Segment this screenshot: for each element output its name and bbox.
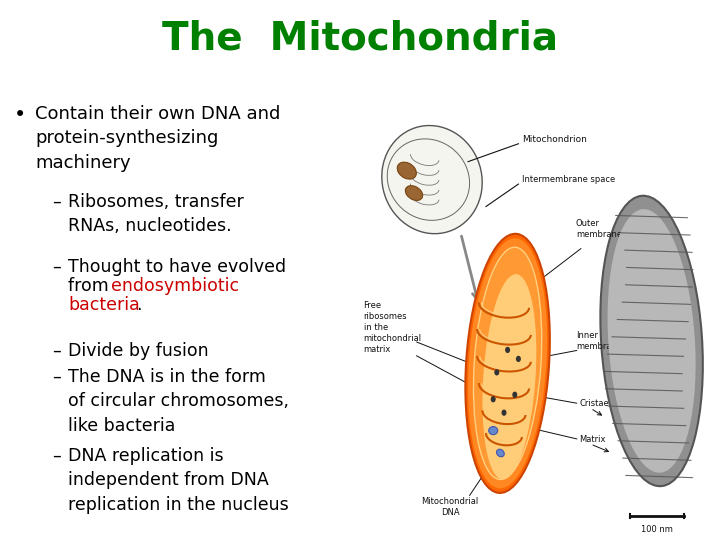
- Text: –: –: [52, 368, 60, 386]
- Text: Matrix: Matrix: [580, 435, 606, 444]
- Text: •: •: [14, 105, 26, 125]
- Ellipse shape: [382, 125, 482, 234]
- Ellipse shape: [474, 247, 541, 480]
- Text: The DNA is in the form
of circular chromosomes,
like bacteria: The DNA is in the form of circular chrom…: [68, 368, 289, 435]
- Text: Contain their own DNA and
protein-synthesizing
machinery: Contain their own DNA and protein-synthe…: [35, 105, 280, 172]
- Text: The  Mitochondria: The Mitochondria: [162, 19, 558, 57]
- Ellipse shape: [465, 234, 550, 493]
- Ellipse shape: [468, 238, 547, 489]
- Text: Mitochondrion: Mitochondrion: [522, 135, 587, 144]
- Text: 100 nm: 100 nm: [641, 525, 673, 534]
- Circle shape: [501, 409, 507, 416]
- Ellipse shape: [405, 186, 423, 200]
- Ellipse shape: [497, 449, 504, 457]
- Text: Mitochondrial
DNA: Mitochondrial DNA: [421, 497, 479, 517]
- Circle shape: [491, 396, 496, 402]
- Text: Free
ribosomes
in the
mitochondrial
matrix: Free ribosomes in the mitochondrial matr…: [364, 301, 422, 354]
- Ellipse shape: [600, 195, 703, 486]
- Text: Intermembrane space: Intermembrane space: [522, 175, 616, 184]
- Text: DNA replication is
independent from DNA
replication in the nucleus: DNA replication is independent from DNA …: [68, 447, 289, 514]
- Circle shape: [494, 369, 499, 375]
- Ellipse shape: [608, 209, 696, 472]
- Ellipse shape: [489, 427, 498, 435]
- Text: .: .: [136, 296, 142, 314]
- Text: –: –: [52, 342, 60, 360]
- Ellipse shape: [397, 162, 416, 179]
- Text: Outer
membrane: Outer membrane: [576, 219, 622, 239]
- Circle shape: [513, 392, 517, 398]
- Text: –: –: [52, 193, 60, 211]
- Text: bacteria: bacteria: [68, 296, 140, 314]
- Text: endosymbiotic: endosymbiotic: [110, 277, 238, 295]
- Ellipse shape: [482, 274, 536, 480]
- Text: Divide by fusion: Divide by fusion: [68, 342, 209, 360]
- Text: Thought to have evolved: Thought to have evolved: [68, 258, 286, 276]
- Text: –: –: [52, 258, 60, 276]
- Text: Ribosomes, transfer
RNAs, nucleotides.: Ribosomes, transfer RNAs, nucleotides.: [68, 193, 244, 235]
- Text: Inner
membrane: Inner membrane: [576, 331, 622, 351]
- Circle shape: [516, 356, 521, 362]
- Text: from: from: [68, 277, 114, 295]
- Circle shape: [505, 347, 510, 353]
- Text: –: –: [52, 447, 60, 465]
- Text: Cristae: Cristae: [580, 399, 609, 408]
